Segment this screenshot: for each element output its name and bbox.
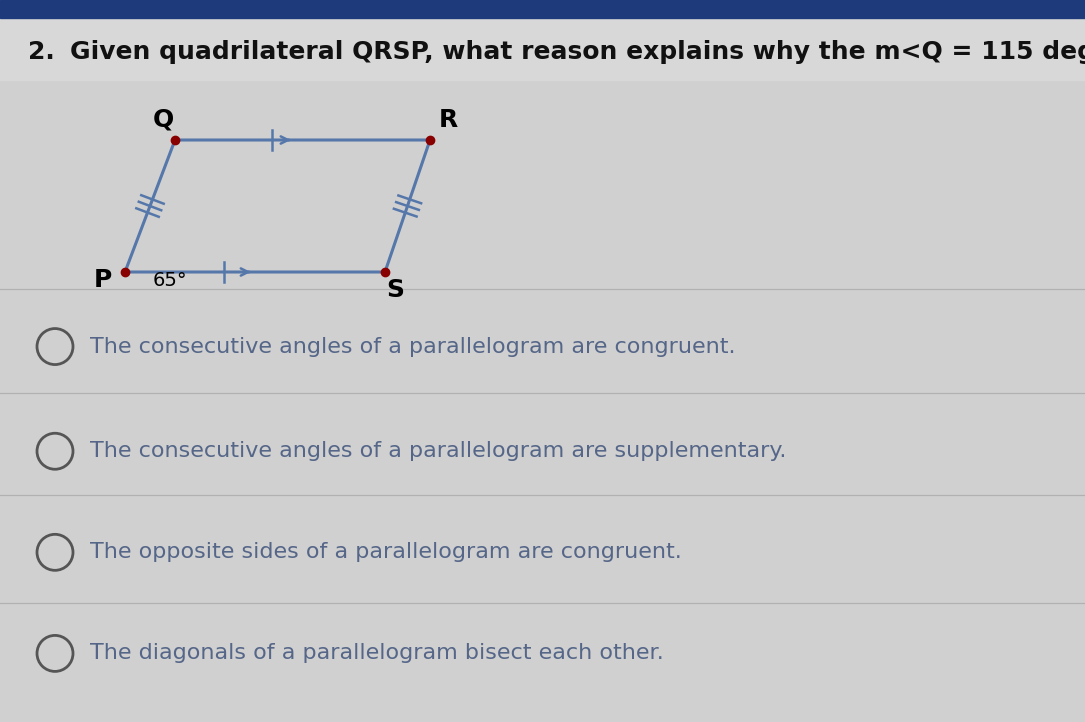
Text: The diagonals of a parallelogram bisect each other.: The diagonals of a parallelogram bisect … <box>90 643 664 664</box>
Text: P: P <box>94 268 112 292</box>
Text: 65°: 65° <box>153 271 188 290</box>
Text: 2.: 2. <box>28 40 54 64</box>
Bar <box>0 18 1085 80</box>
Text: Q: Q <box>152 108 174 132</box>
Text: S: S <box>386 278 404 302</box>
Text: Given quadrilateral QRSP, what reason explains why the m<Q = 115 degrees?: Given quadrilateral QRSP, what reason ex… <box>71 40 1085 64</box>
Text: The consecutive angles of a parallelogram are supplementary.: The consecutive angles of a parallelogra… <box>90 441 787 461</box>
Text: R: R <box>438 108 458 132</box>
Text: The opposite sides of a parallelogram are congruent.: The opposite sides of a parallelogram ar… <box>90 542 681 562</box>
Text: The consecutive angles of a parallelogram are congruent.: The consecutive angles of a parallelogra… <box>90 336 736 357</box>
Bar <box>0 0 1085 18</box>
